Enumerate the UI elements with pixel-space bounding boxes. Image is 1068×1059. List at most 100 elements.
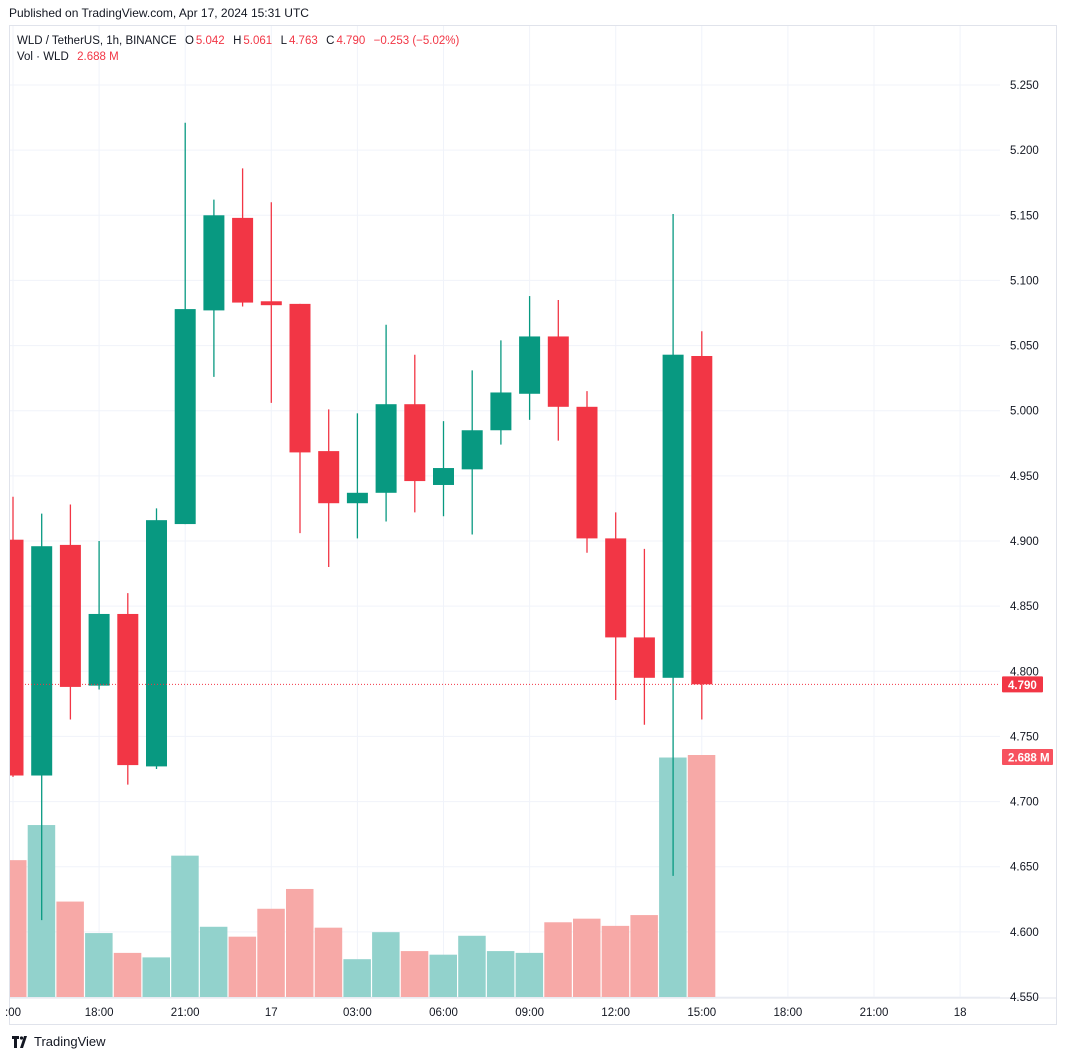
published-caption: Published on TradingView.com, Apr 17, 20… [9, 6, 309, 20]
candle-body [88, 613, 110, 686]
volume-bar [228, 936, 257, 997]
volume-bar [573, 918, 601, 997]
volume-bar [286, 888, 314, 997]
time-tick-label: 03:00 [343, 1007, 372, 1019]
time-tick-label: 12:00 [601, 1007, 630, 1019]
candles [10, 122, 713, 921]
candle-body [633, 637, 655, 678]
candle-body [232, 217, 254, 303]
price-tick-label: 4.700 [1010, 797, 1039, 809]
low-value: 4.763 [288, 35, 318, 47]
price-tick-label: 5.050 [1010, 341, 1039, 353]
candle-body [461, 430, 483, 470]
price-tick-label: 4.950 [1010, 471, 1039, 483]
low-label: L [280, 35, 287, 47]
symbol-label[interactable]: WLD / TetherUS, 1h, BINANCE [17, 35, 177, 47]
price-axis[interactable]: 5.250 5.200 5.150 5.100 5.050 5.000 4.950 4.900… [1010, 80, 1039, 1004]
candle-body [691, 355, 713, 685]
close-value: 4.790 [336, 35, 366, 47]
chart-frame [9, 25, 1057, 1025]
volume-bar [142, 957, 170, 997]
volume-bar [10, 860, 27, 997]
time-tick-label: 09:00 [515, 1007, 544, 1019]
volume-bar [56, 901, 84, 997]
price-tick-label: 4.800 [1010, 666, 1039, 678]
time-tick-label: 21:00 [860, 1007, 889, 1019]
candle-body [490, 392, 512, 431]
price-tick-label: 4.900 [1010, 536, 1039, 548]
time-tick-label: 18:00 [774, 1007, 803, 1019]
footer-brand: TradingView [12, 1034, 106, 1049]
close-label: C [326, 35, 335, 47]
volume-bar [429, 954, 457, 997]
candle-body [117, 613, 139, 766]
last-volume-badge [1002, 749, 1053, 765]
candle-body [433, 468, 454, 485]
footer-brand-text: TradingView [34, 1034, 106, 1049]
plot-area [10, 122, 1000, 997]
volume-bar [486, 951, 515, 997]
ohlc-row: WLD / TetherUS, 1h, BINANCE O 5.042 H 5.06… [17, 33, 461, 49]
volume-bar [171, 855, 199, 997]
time-tick-label: 17 [265, 1007, 278, 1019]
candle-body [605, 538, 627, 638]
volume-bar [199, 926, 228, 997]
candle-body [289, 303, 311, 453]
candle-body [203, 215, 225, 311]
price-tick-label: 5.000 [1010, 406, 1039, 418]
candle-body [547, 336, 569, 407]
price-tick-label: 5.100 [1010, 275, 1039, 287]
time-tick-label: 15:00 [687, 1007, 716, 1019]
time-tick-label: 18 [954, 1007, 967, 1019]
open-value: 5.042 [195, 35, 225, 47]
candle-body [318, 451, 340, 504]
time-tick-label: 06:00 [429, 1007, 458, 1019]
last-price-badge [1002, 676, 1043, 693]
price-tick-label: 4.600 [1010, 927, 1039, 939]
time-tick-label: :00 [5, 1007, 21, 1019]
price-tick-label: 4.850 [1010, 601, 1039, 613]
candle-body [10, 539, 24, 776]
volume-label[interactable]: Vol · WLD [17, 51, 69, 63]
volume-bar [687, 755, 716, 997]
price-badges: 4.790 2.688 M [1002, 676, 1053, 765]
time-axis[interactable]: :00 18:00 21:00 17 03:00 06:00 09:00 12:00 15:00… [5, 1007, 966, 1019]
time-tick-label: 21:00 [171, 1007, 200, 1019]
volume-bars [10, 755, 716, 997]
change-value: −0.253 (−5.02%) [373, 35, 460, 47]
candle-body [375, 404, 397, 493]
high-value: 5.061 [243, 35, 273, 47]
time-tick-label: 18:00 [85, 1007, 114, 1019]
volume-value: 2.688 M [77, 51, 119, 63]
grid [10, 26, 1000, 998]
candle-body [174, 309, 196, 525]
candle-body [59, 544, 81, 687]
price-tick-label: 5.250 [1010, 80, 1039, 92]
volume-bar [630, 915, 658, 997]
tradingview-logo-icon [12, 1035, 27, 1048]
price-tick-label: 5.200 [1010, 145, 1039, 157]
price-tick-label: 4.550 [1010, 992, 1039, 1004]
volume-bar [85, 933, 113, 997]
volume-bar [400, 951, 429, 997]
volume-bar [314, 927, 343, 997]
volume-bar [601, 925, 630, 997]
candle-body [519, 336, 541, 394]
volume-bar [515, 952, 544, 997]
open-label: O [184, 35, 194, 47]
price-tick-label: 4.750 [1010, 731, 1039, 743]
volume-bar [458, 935, 486, 997]
candle-body [31, 546, 53, 776]
volume-bar [113, 952, 142, 997]
candle-body [404, 404, 426, 482]
high-label: H [233, 35, 242, 47]
price-tick-label: 5.150 [1010, 210, 1039, 222]
candle-body [576, 406, 598, 539]
candle-body [260, 301, 282, 306]
volume-bar [544, 922, 572, 997]
candle-body [662, 354, 684, 678]
last-volume-badge-text: 2.688 M [1008, 753, 1050, 765]
last-price-badge-text: 4.790 [1008, 680, 1037, 692]
volume-bar [343, 959, 371, 997]
